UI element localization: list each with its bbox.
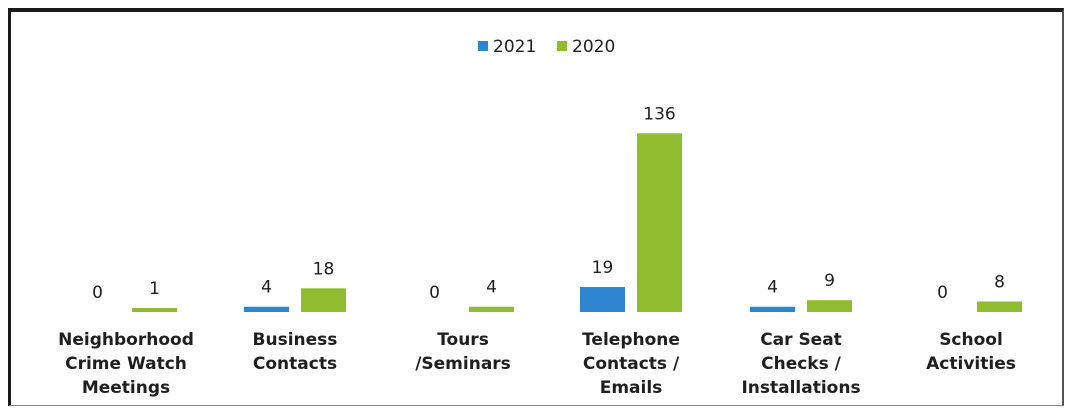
category-label-2: Tours/Seminars: [415, 330, 511, 374]
legend-swatch-2020: [557, 41, 567, 51]
category-label-1: Business Contacts: [253, 330, 338, 374]
category-label-4: Car Seat Checks / Installations: [741, 330, 860, 398]
data-label-2021-0: 0: [92, 283, 103, 303]
data-label-2020-2: 4: [486, 278, 497, 298]
data-label-2020-3: 136: [643, 104, 675, 124]
data-label-2021-5: 0: [937, 283, 948, 303]
bar-2020-2: [469, 306, 514, 312]
data-label-2021-2: 0: [429, 283, 440, 303]
data-label-2020-4: 9: [824, 271, 835, 291]
bar-2021-3: [580, 287, 625, 312]
data-label-2020-0: 1: [149, 279, 160, 299]
category-label-5: School Activities: [926, 330, 1016, 374]
bar-2021-1: [244, 306, 289, 312]
category-labels: Neighborhood Crime Watch Meetings Business C…: [58, 330, 1016, 398]
category-label-3: Telephone Contacts / Emails: [582, 330, 680, 398]
data-label-2020-1: 18: [313, 259, 335, 279]
legend: 2021 2020: [478, 37, 615, 57]
legend-label-2020: 2020: [572, 37, 615, 57]
data-label-2021-4: 4: [767, 278, 778, 298]
legend-swatch-2021: [478, 41, 488, 51]
data-label-2021-1: 4: [261, 278, 272, 298]
bar-2021-4: [750, 306, 795, 312]
bar-2020-3: [637, 133, 682, 312]
bar-2020-1: [301, 288, 346, 312]
bar-2020-5: [977, 301, 1022, 312]
category-label-0: Neighborhood Crime Watch Meetings: [58, 330, 194, 398]
bars: [132, 133, 1022, 312]
bar-2020-0: [132, 308, 177, 312]
bar-2020-4: [807, 300, 852, 312]
data-label-2020-5: 8: [994, 272, 1005, 292]
chart-frame: [8, 8, 1064, 406]
legend-label-2021: 2021: [493, 37, 536, 57]
data-labels: 0 1 4 18 0 4 19 136 4 9 0 8: [92, 104, 1005, 303]
data-label-2021-3: 19: [592, 258, 614, 278]
